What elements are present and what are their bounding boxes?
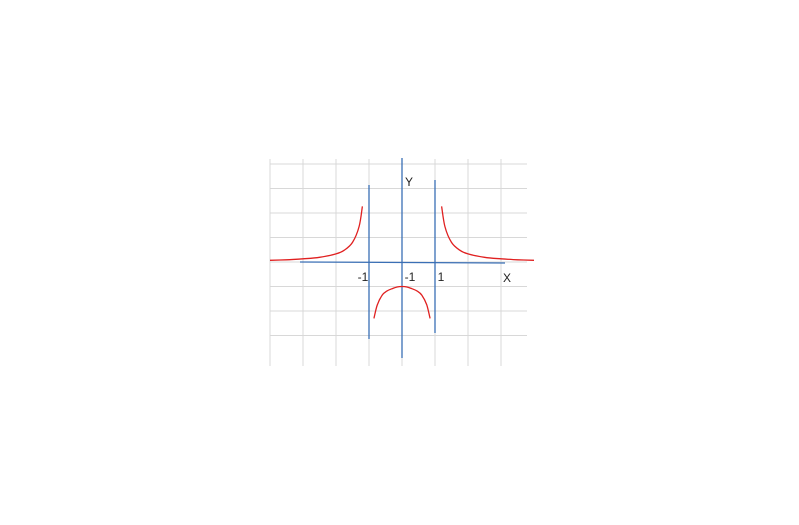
x-axis-label: X (503, 271, 511, 285)
curve-middle-branch (373, 285, 431, 319)
curves (269, 206, 535, 319)
x-tick-label: -1 (358, 270, 369, 284)
axes (299, 158, 506, 358)
y-axis-label: Y (405, 175, 413, 189)
x-tick-label: 1 (438, 270, 445, 284)
labels: X Y -1 -1 1 (358, 175, 511, 285)
curve-right-branch (440, 206, 535, 261)
curve-left-branch (269, 206, 364, 261)
x-tick-label: -1 (405, 270, 416, 284)
